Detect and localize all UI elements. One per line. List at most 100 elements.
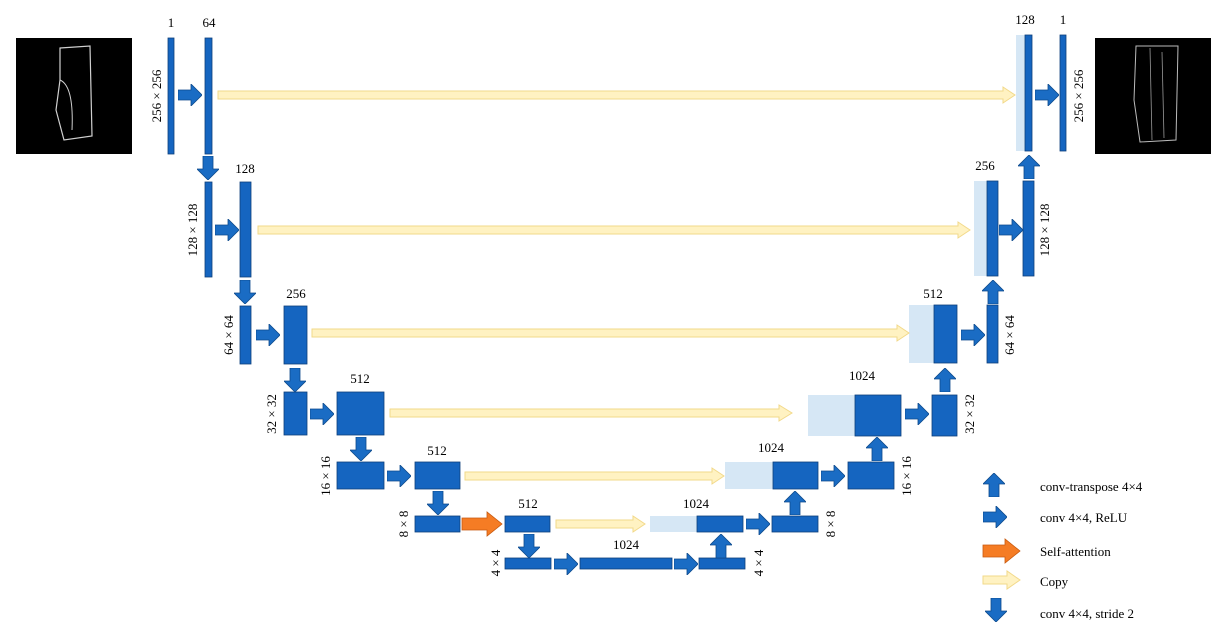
dec-l3-output-block [986,304,999,364]
legend: conv-transpose 4×4 conv 4×4, ReLU Self-a… [982,473,1143,622]
dec-l5-output-block [847,461,895,490]
enc-l5-size: 16 × 16 [318,456,333,496]
dec-l6-output-block [771,515,819,533]
up-arrow-l5 [866,437,888,461]
dec-l5-conv-arrow [821,465,845,487]
dec-l1-copied [1016,35,1025,151]
enc-l4-size: 32 × 32 [264,394,279,434]
legend-conv-stride: conv 4×4, stride 2 [1040,606,1134,621]
dec-l1-size: 256 × 256 [1071,69,1086,122]
enc-l6-ch: 512 [518,496,538,511]
legend-attention-arrow-icon [982,538,1021,564]
dec-l6-conv-arrow [746,513,770,535]
down-arrow-l5 [427,491,449,515]
enc-l3-input-block [239,305,252,365]
dec-l2-output-block [1022,180,1035,277]
enc-l5-ch: 512 [427,443,447,458]
legend-self-attention: Self-attention [1040,544,1111,559]
self-attention-arrow [461,511,503,537]
dec-l1-ch-out: 1 [1060,12,1067,27]
enc-l5-conv-arrow [387,465,411,487]
up-arrow-l6 [784,491,806,515]
dec-l3-copied [909,305,934,363]
down-arrow-l3 [284,368,306,392]
up-arrow-bottleneck [710,534,732,558]
copy-arrow-l4 [389,404,793,422]
bottleneck-conv-arrow-2 [674,553,698,575]
up-arrow-l4 [934,368,956,392]
enc-l4-ch: 512 [350,371,370,386]
enc-l5-input-block [336,461,385,490]
dec-l3-size: 64 × 64 [1002,315,1017,355]
bottleneck-output-block [698,557,746,570]
enc-l2-ch: 128 [235,161,255,176]
down-arrow-l6 [518,534,540,558]
enc-l1-input-block [167,37,175,155]
input-image [16,38,132,154]
up-arrow-l3 [982,280,1004,304]
bottleneck-input-block [504,557,552,570]
copy-arrow-l1 [217,86,1016,104]
enc-l3-conv-arrow [256,324,280,346]
dec-l4-ch: 1024 [849,368,876,383]
bottleneck-ch: 1024 [613,537,640,552]
legend-conv-transpose: conv-transpose 4×4 [1040,479,1143,494]
dec-l4-size: 32 × 32 [962,394,977,434]
copy-arrow-l3 [311,324,910,342]
dec-l4-conv-arrow [905,403,929,425]
bottleneck-conv-arrow-1 [554,553,578,575]
legend-right-arrow-icon [983,506,1007,528]
dec-l6-ch: 1024 [683,496,710,511]
dec-l4-output-block [931,394,958,437]
dec-l6-block [696,515,744,533]
dec-l4-copied [808,395,855,436]
enc-l1-size: 256 × 256 [149,69,164,122]
enc-l2-size: 128 × 128 [185,204,200,257]
enc-l3-ch: 256 [286,286,306,301]
copy-arrow-l2 [257,221,971,239]
enc-l3-block [283,305,308,365]
enc-l6-input-block [414,515,461,533]
dec-l2-size: 128 × 128 [1037,204,1052,257]
legend-up-arrow-icon [983,473,1005,497]
enc-l2-conv-arrow [215,219,239,241]
dec-l2-ch: 256 [975,158,995,173]
bottleneck-size-right: 4 × 4 [751,549,766,576]
dec-l5-copied [725,462,773,489]
dec-l6-size: 8 × 8 [823,511,838,538]
dec-l3-conv-arrow [961,324,985,346]
enc-l3-size: 64 × 64 [221,315,236,355]
legend-copy-arrow-icon [982,570,1021,590]
enc-l6-block [504,515,551,533]
dec-l1-output-block [1059,34,1067,152]
enc-l6-size: 8 × 8 [396,511,411,538]
enc-l2-block [239,181,252,278]
up-arrow-l2 [1018,155,1040,179]
enc-l4-input-block [283,391,308,436]
copy-arrow-l6 [555,515,646,533]
dec-l3-block [933,304,958,364]
dec-l1-block [1024,34,1033,152]
dec-l5-size: 16 × 16 [899,456,914,496]
enc-l5-block [414,461,461,490]
bottleneck-size-left: 4 × 4 [488,549,503,576]
enc-l1-ch-in: 1 [168,15,175,30]
enc-l4-conv-arrow [310,403,334,425]
dec-l5-ch: 1024 [758,440,785,455]
copy-arrow-l5 [464,467,725,485]
legend-down-arrow-icon [985,598,1007,622]
output-image [1095,38,1211,154]
bottleneck-block [579,557,673,570]
dec-l3-ch: 512 [923,286,943,301]
enc-l1-ch-out: 64 [203,15,217,30]
down-arrow-l1 [197,156,219,180]
enc-l1-block [204,37,213,155]
dec-l2-conv-arrow [999,219,1023,241]
dec-l2-block [986,180,999,277]
down-arrow-l4 [350,437,372,461]
down-arrow-l2 [234,280,256,304]
enc-l4-block [336,391,385,436]
legend-conv-relu: conv 4×4, ReLU [1040,510,1128,525]
dec-l1-conv-arrow [1035,84,1059,106]
